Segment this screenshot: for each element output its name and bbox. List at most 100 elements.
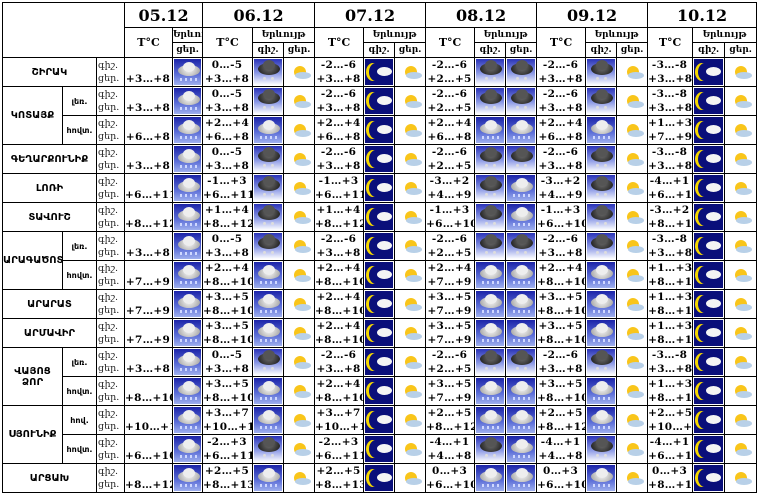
weather-cell [616,376,649,406]
weather-cell [616,347,649,377]
temp-night: -3…-8 [651,233,688,245]
temp-cell: +3…+5 +8…+10 [202,289,254,319]
temp-night: +2…+4 [316,378,361,390]
night-day-label: գիշ. ցեր. [95,86,126,116]
weather-cell [363,260,396,290]
snow-icon [587,59,616,85]
weather-cell [363,231,396,261]
partly-icon [285,407,314,433]
temp-cell: -2…-6 +2…+5 [425,144,476,174]
partly-icon [726,204,756,230]
weather-cell [692,434,726,464]
weather-cell [363,434,396,464]
temp-night: 0…+3 [432,465,468,477]
weather-cell [283,376,316,406]
weather-cell [724,202,757,232]
rain-icon [476,117,505,143]
temp-day: +8…+12 [537,421,586,433]
temp-cell: +1…+3 +8…+10 [647,376,694,406]
partly-icon [396,233,425,259]
temp-header: T°C [425,27,476,58]
snow-icon [587,349,616,375]
temp-day: +6…+8 [427,131,472,143]
day-label: ցեր. [98,421,120,432]
snow-icon [587,204,616,230]
weather-cell [616,202,649,232]
weather-cell [724,173,757,203]
day-label: ցեր. [98,247,120,258]
date-header: 05.12 [124,2,204,28]
weather-cell [394,405,427,435]
temp-cell: +3…+8 [124,231,174,261]
temp-night [126,88,172,102]
temp-day: +6…+8 [316,131,361,143]
weather-cell [585,318,618,348]
partly-icon [285,233,314,259]
night-label: գիշ. [98,147,119,158]
temp-night: +2…+4 [204,262,250,274]
temp-night: +1…+4 [204,204,250,216]
temp-day: +8…+10 [125,392,173,404]
weather-cell [172,318,204,348]
temp-cell: +2…+4 +7…+9 [425,260,476,290]
temp-night: -1…+3 [429,204,470,216]
partly-icon [726,146,756,172]
moon-icon [365,407,394,433]
temp-cell: +2…+4 +6…+8 [425,115,476,145]
date-header: 10.12 [647,2,757,28]
weather-cell [585,376,618,406]
weather-cell [616,173,649,203]
temp-header: T°C [647,27,694,58]
temp-day: +8…+12 [125,479,173,491]
weather-cell [724,318,757,348]
weather-cell [616,260,649,290]
partly-icon [726,88,756,114]
weather-cell [616,144,649,174]
region-name: ԿՈՏԱՅՔ [2,86,63,145]
phenomenon-header: Երևույթ [252,27,316,43]
snow-icon [254,175,283,201]
weather-cell [172,173,204,203]
temp-day: +8…+12 [426,421,475,433]
temp-night: +1…+4 [316,204,361,216]
table-row: ԿՈՏԱՅՔ լեռ. գիշ. ցեր. +3…+8 0…-5 +3…+8 -2…-6 +3… [2,86,757,145]
day-label: ցեր. [98,102,120,113]
temp-cell: +2…+4 +8…+10 [536,260,587,290]
snow-icon [507,146,536,172]
partly-icon [285,349,314,375]
temp-cell: +1…+3 +8…+10 [647,260,694,290]
temp-night: -2…-6 [431,88,468,100]
temp-day: +6…+8 [538,131,583,143]
temp-night: +2…+5 [648,407,693,419]
weather-cell [585,86,618,116]
weather-cell [692,318,726,348]
temp-cell: -4…+1 +6…+11 [647,173,694,203]
subregion-label: լեռ. [62,86,97,116]
moon-icon [694,436,724,462]
temp-cell: +3…+8 [124,144,174,174]
temp-night: -3…-8 [651,146,688,158]
temp-day: +8…+12 [125,218,173,230]
weather-cell [692,173,726,203]
weather-cell [363,347,396,377]
weather-cell [252,376,285,406]
temp-day: +2…+5 [427,363,472,375]
day-header: ցեր. [394,42,427,58]
temp-night: +2…+4 [427,262,472,274]
temp-cell: -2…-6 +3…+8 [314,144,365,174]
weather-cell [505,115,538,145]
temp-day: +3…+8 [648,160,693,172]
temp-cell: 0…-5 +3…+8 [202,347,254,377]
weather-cell [172,405,204,435]
temp-cell: +10…+13 [124,405,174,435]
temp-night: -4…+1 [429,436,470,448]
weather-cell [724,115,757,145]
partly-icon [396,291,425,317]
partly-icon [396,117,425,143]
temp-day: +3…+8 [316,160,361,172]
weather-cell [283,289,316,319]
moon-icon [694,378,724,404]
partly-icon [618,88,647,114]
temp-night: 0…+3 [652,465,688,477]
